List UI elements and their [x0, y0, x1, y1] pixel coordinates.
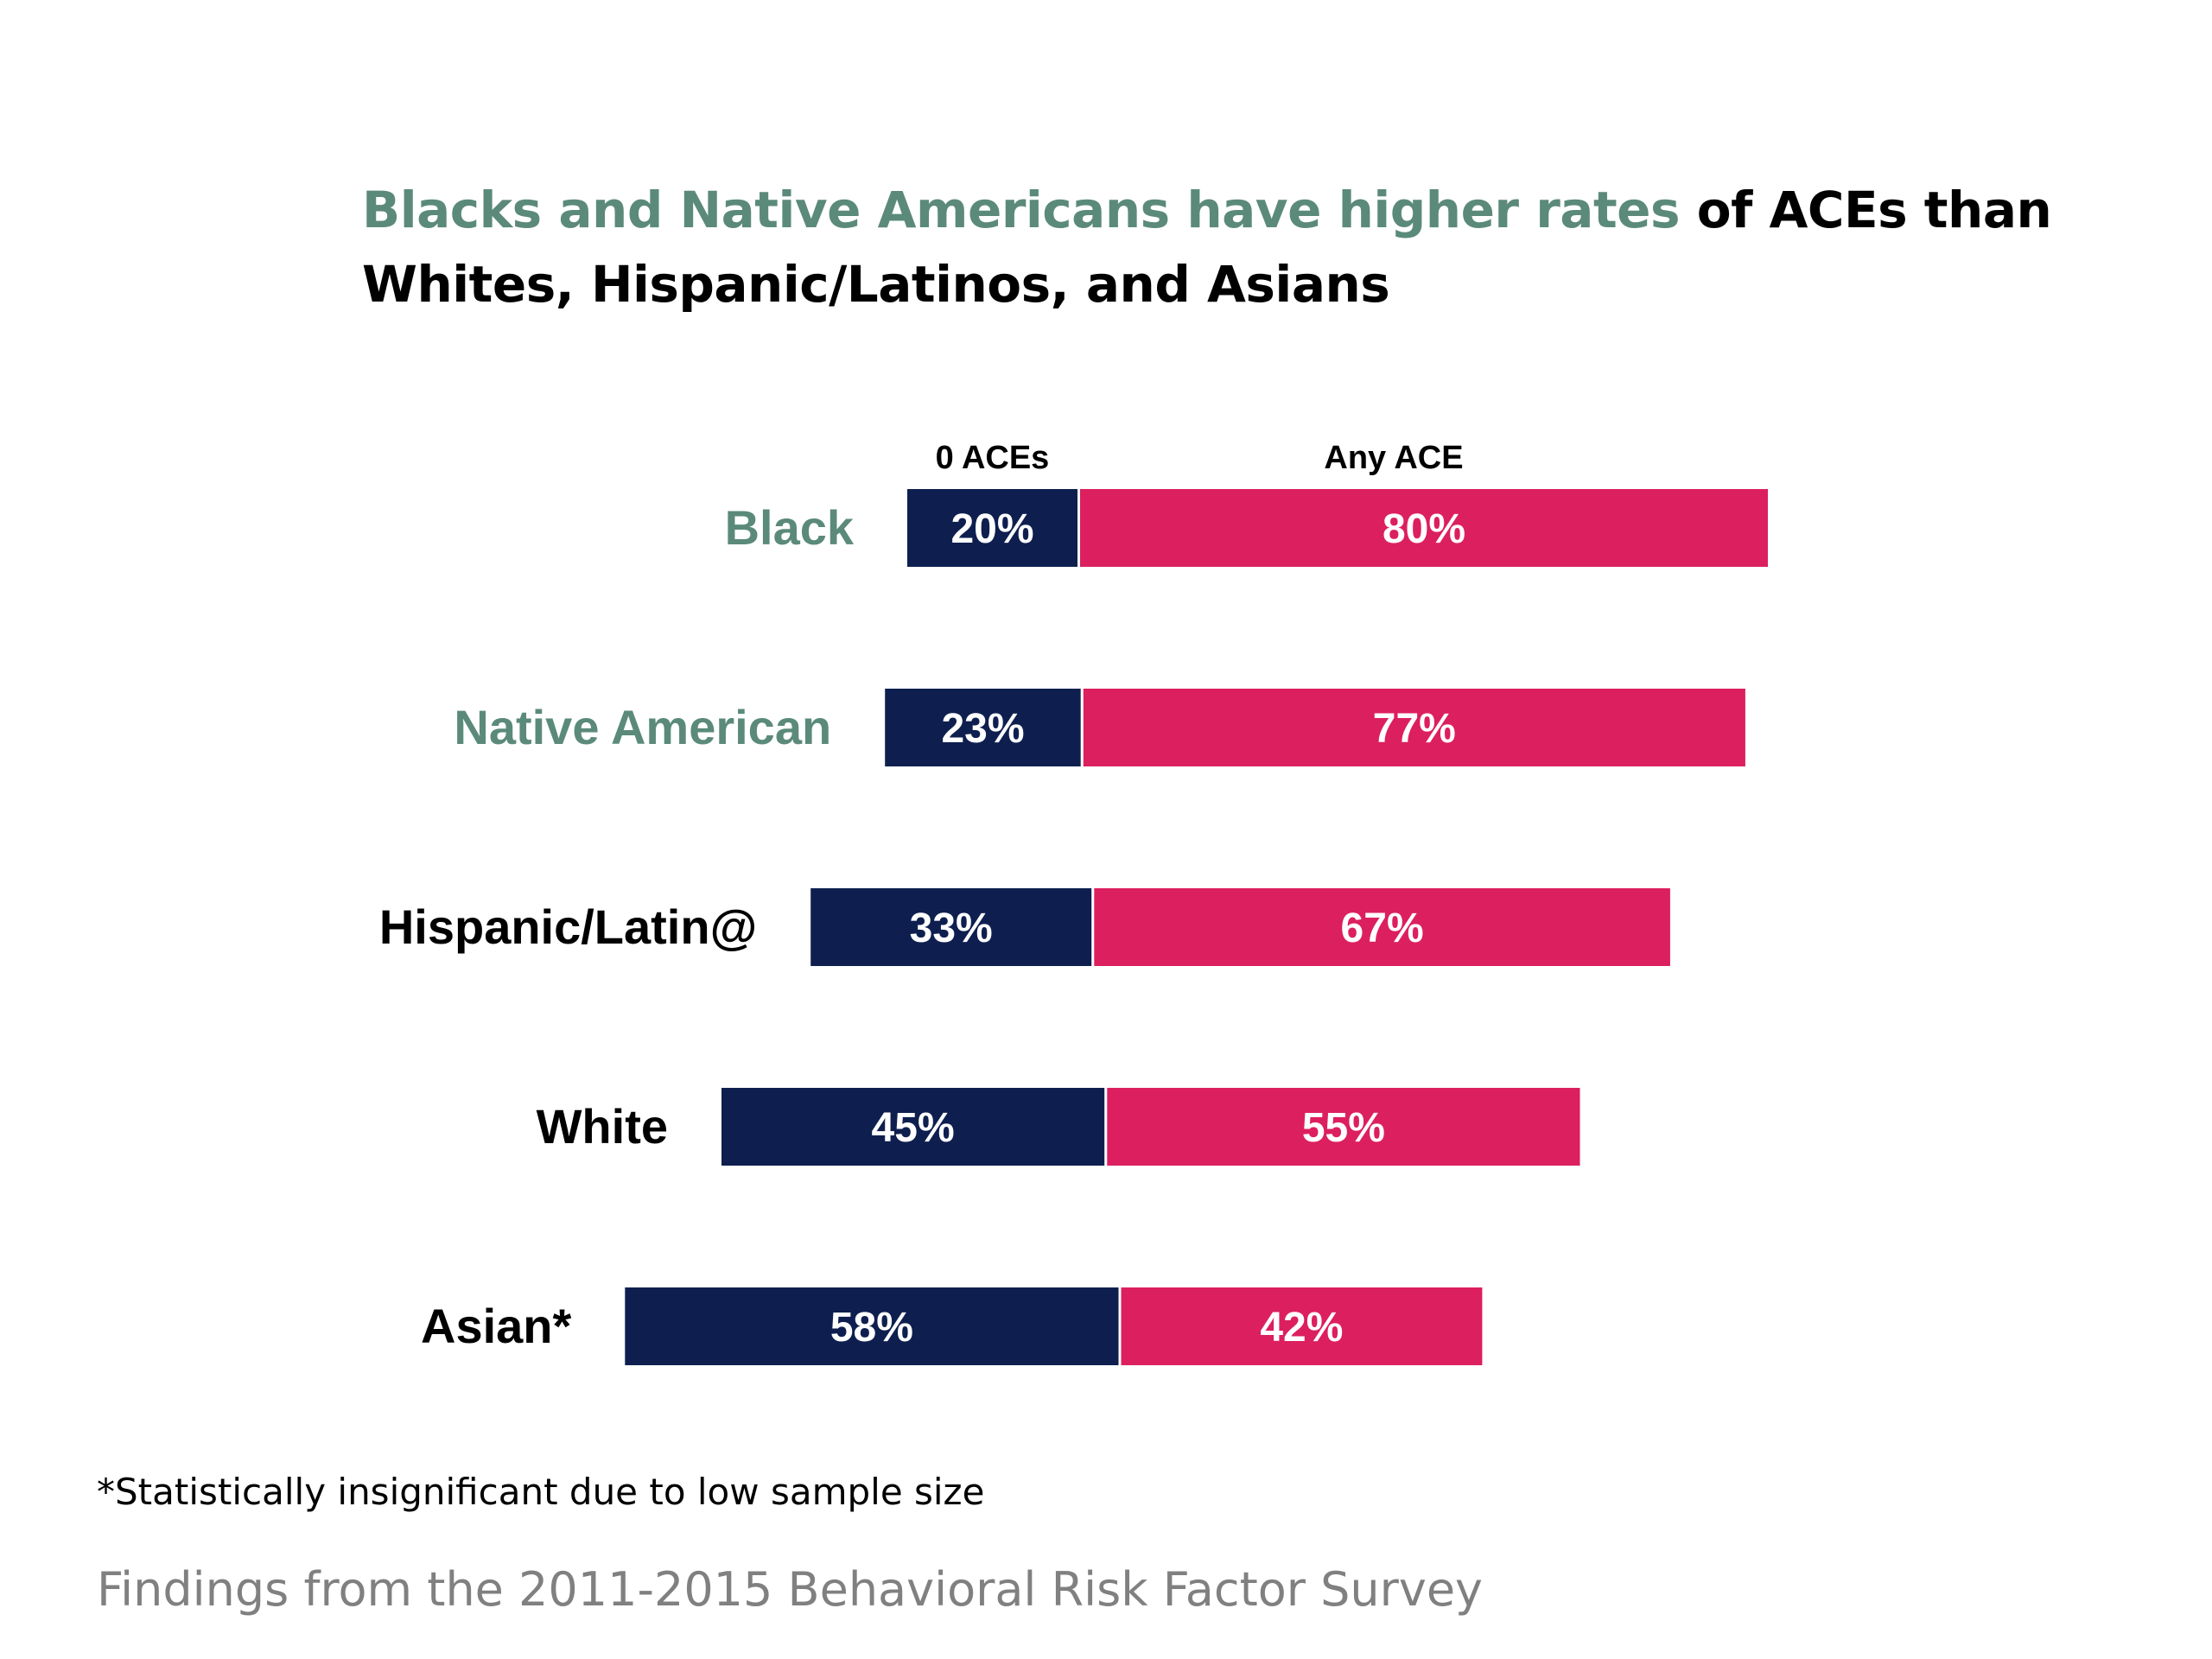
bar-0-aces-4	[625, 1287, 1119, 1365]
category-label-4: Asian*	[421, 1299, 571, 1353]
data-label-any-ace-0: 80%	[1382, 506, 1465, 552]
category-label-1: Native American	[454, 700, 831, 754]
legend-0-aces: 0 ACEs	[936, 440, 1050, 476]
data-label-0-aces-2: 33%	[910, 906, 993, 951]
chart-title: Blacks and Native Americans have higher …	[362, 173, 2090, 321]
title-highlight: Blacks and Native Americans have higher …	[362, 181, 1681, 239]
bar-any-ace-2	[1094, 888, 1670, 966]
data-label-any-ace-1: 77%	[1373, 706, 1456, 752]
data-label-0-aces-0: 20%	[950, 506, 1033, 552]
bar-any-ace-4	[1121, 1287, 1483, 1365]
bar-any-ace-1	[1083, 689, 1745, 766]
title-rest: of ACEs than	[1680, 181, 2052, 239]
data-label-0-aces-1: 23%	[941, 706, 1024, 752]
footnote: *Statistically insignificant due to low …	[97, 1471, 985, 1513]
bar-any-ace-0	[1080, 489, 1768, 567]
source-note: Findings from the 2011-2015 Behavioral R…	[97, 1562, 1483, 1617]
legend-any-ace: Any ACE	[1324, 440, 1463, 476]
data-label-any-ace-3: 55%	[1302, 1105, 1385, 1151]
category-label-3: White	[537, 1099, 668, 1154]
data-label-any-ace-4: 42%	[1260, 1305, 1343, 1351]
bar-any-ace-3	[1107, 1088, 1580, 1166]
bar-0-aces-0	[907, 489, 1077, 567]
data-label-0-aces-4: 58%	[830, 1305, 913, 1351]
title-line2: Whites, Hispanic/Latinos, and Asians	[362, 255, 1390, 314]
bar-0-aces-2	[810, 888, 1092, 966]
data-label-0-aces-3: 45%	[872, 1105, 955, 1151]
category-label-2: Hispanic/Latin@	[379, 899, 757, 954]
bar-0-aces-3	[721, 1088, 1105, 1166]
category-label-0: Black	[725, 500, 855, 555]
bar-0-aces-1	[885, 689, 1081, 766]
data-label-any-ace-2: 67%	[1341, 906, 1424, 951]
